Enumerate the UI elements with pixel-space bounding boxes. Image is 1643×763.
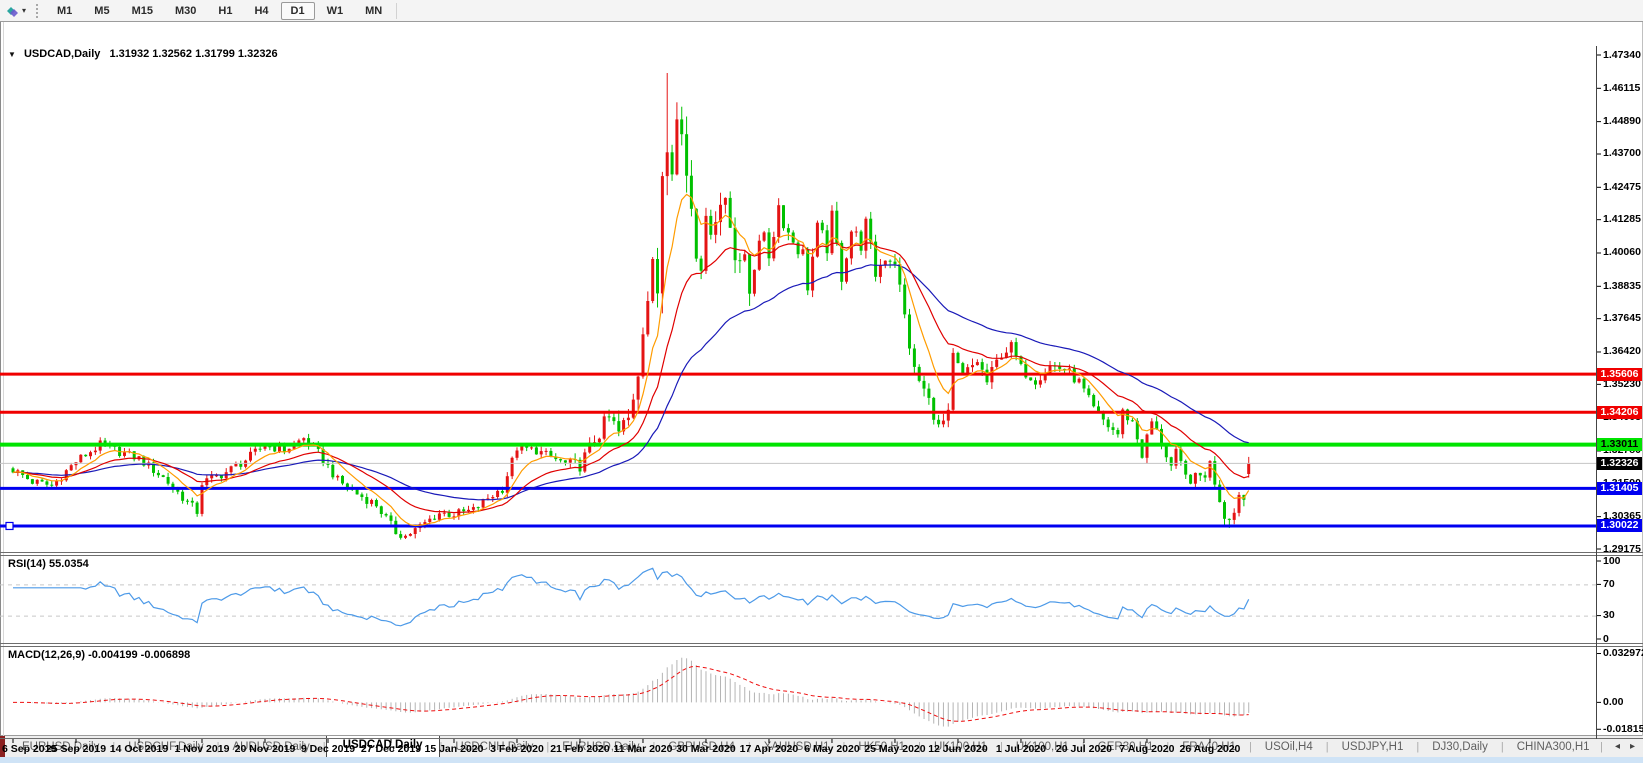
chart-symbol-period: USDCAD,Daily bbox=[23, 48, 101, 60]
chart-dropdown-icon[interactable]: ▼ bbox=[8, 50, 16, 59]
tab-divider: | bbox=[842, 740, 846, 753]
tab-china300-h1[interactable]: CHINA300,H1 bbox=[1516, 740, 1590, 753]
rsi-indicator-label: RSI(14) 55.0354 bbox=[8, 558, 89, 570]
tab-audusd-daily[interactable]: AUDUSD,Daily bbox=[232, 740, 310, 753]
timeframe-button-d1[interactable]: D1 bbox=[280, 1, 315, 20]
timeframe-button-w1[interactable]: W1 bbox=[326, 4, 344, 17]
timeframe-button-mn[interactable]: MN bbox=[365, 4, 383, 17]
timeframe-button-h4[interactable]: H4 bbox=[254, 4, 269, 17]
tab-ger30-h1[interactable]: GER30,H1 bbox=[1097, 740, 1154, 753]
tab-divider: | bbox=[216, 740, 220, 753]
tab-uk100-h1[interactable]: UK100,H1 bbox=[1015, 740, 1069, 753]
tab-divider: | bbox=[1081, 740, 1085, 753]
tab-gbpusd-h4[interactable]: GBPUSD,H4 bbox=[668, 740, 735, 753]
charts-toolbar-icon[interactable] bbox=[3, 3, 21, 19]
ma-line-45 bbox=[12, 264, 1249, 501]
macd-histogram bbox=[17, 657, 1250, 727]
price-line-handle bbox=[5, 521, 14, 531]
price-axis[interactable] bbox=[1596, 43, 1643, 739]
tab-fra40-h1[interactable]: FRA40,H1 bbox=[1182, 740, 1236, 753]
date-axis[interactable] bbox=[0, 739, 1596, 757]
timeframe-button-m1[interactable]: M1 bbox=[57, 4, 73, 17]
tab-bar-edge bbox=[0, 736, 5, 757]
tab-scroll-left-icon[interactable]: ◂ bbox=[1614, 741, 1620, 752]
tab-divider: | bbox=[747, 740, 751, 753]
tab-eurusd-daily[interactable]: EURUSD,Daily bbox=[22, 740, 100, 753]
macd-indicator-label: MACD(12,26,9) -0.004199 -0.006898 bbox=[8, 649, 191, 661]
tab-scroll-controls: | ◂ ▸ bbox=[1592, 741, 1643, 753]
tab-divider: | bbox=[1500, 740, 1504, 753]
chart-title: ▼ USDCAD,Daily 1.31932 1.32562 1.31799 1… bbox=[8, 48, 278, 60]
tab-divider: | bbox=[1416, 740, 1420, 753]
tab-xauusd-h1[interactable]: XAUUSD,H1 bbox=[763, 740, 830, 753]
tab-divider: | bbox=[112, 740, 116, 753]
tab-divider: | bbox=[652, 740, 656, 753]
charts-icon-glyph bbox=[7, 6, 18, 17]
tab-divider: | bbox=[322, 740, 326, 753]
tab-scroll-right-icon[interactable]: ▸ bbox=[1629, 741, 1635, 752]
tab-usdcad-daily[interactable]: USDCAD,Daily bbox=[325, 736, 440, 757]
timeframe-button-m30[interactable]: M30 bbox=[174, 4, 197, 17]
timeframe-button-m15[interactable]: M15 bbox=[131, 4, 153, 17]
tab-divider: | bbox=[439, 740, 443, 753]
tab-usdjpy-h1[interactable]: USDJPY,H1 bbox=[1341, 740, 1404, 753]
tab-hk50-h1[interactable]: HK50,H1 bbox=[858, 740, 906, 753]
timeframe-buttons: M1 M5 M15 M30 H1 H4 D1 W1 MN bbox=[46, 1, 393, 20]
tab-eurusd-daily[interactable]: EURUSD,Daily bbox=[562, 740, 640, 753]
tab-dj30-daily[interactable]: DJ30,Daily bbox=[1432, 740, 1488, 753]
timeframe-button-m5[interactable]: M5 bbox=[94, 4, 110, 17]
tab-divider: | bbox=[1325, 740, 1329, 753]
chart-canvas[interactable] bbox=[0, 22, 1643, 763]
chart-window: 1.47340 1.46115 1.44890 1.43700 1.42475 1.412… bbox=[0, 21, 1643, 755]
bottom-strip bbox=[0, 757, 1643, 763]
toolbar-grip[interactable] bbox=[36, 3, 39, 18]
toolbar-separator bbox=[396, 2, 398, 19]
tab-divider: | bbox=[546, 740, 550, 753]
chart-tab-bar: EURUSD,Daily | USDCHF,Daily | AUDUSD,Daily | U… bbox=[0, 735, 1643, 757]
ma-line-20 bbox=[12, 242, 1249, 514]
tab-usoil-h4[interactable]: USOil,H4 bbox=[1264, 740, 1313, 753]
toolbar-dropdown-caret[interactable]: ▾ bbox=[22, 6, 27, 15]
candles-layer bbox=[11, 73, 1251, 540]
chart-ohlc-values: 1.31932 1.32562 1.31799 1.32326 bbox=[109, 48, 278, 60]
tab-divider: | bbox=[1248, 740, 1252, 753]
macd-signal-line bbox=[13, 665, 1249, 722]
tab-divider: | bbox=[1000, 740, 1003, 753]
tab-usdchf-daily[interactable]: USDCHF,Daily bbox=[128, 740, 204, 753]
tab-divider: | bbox=[1166, 740, 1170, 753]
tab-divider: | bbox=[918, 740, 921, 753]
tab-divider: | bbox=[1600, 740, 1603, 753]
chart-tabs: EURUSD,Daily | USDCHF,Daily | AUDUSD,Daily | U… bbox=[5, 736, 1592, 757]
tab-usdcnh-daily[interactable]: USDCNH,Daily bbox=[455, 740, 534, 753]
tab-uk100-h1[interactable]: UK100,H1 bbox=[933, 740, 987, 753]
rsi-line bbox=[13, 567, 1250, 627]
ma-line-8 bbox=[12, 193, 1250, 527]
timeframe-button-h1[interactable]: H1 bbox=[218, 4, 233, 17]
toolbar: ▾ M1 M5 M15 M30 H1 H4 D1 W1 MN bbox=[0, 0, 1643, 22]
